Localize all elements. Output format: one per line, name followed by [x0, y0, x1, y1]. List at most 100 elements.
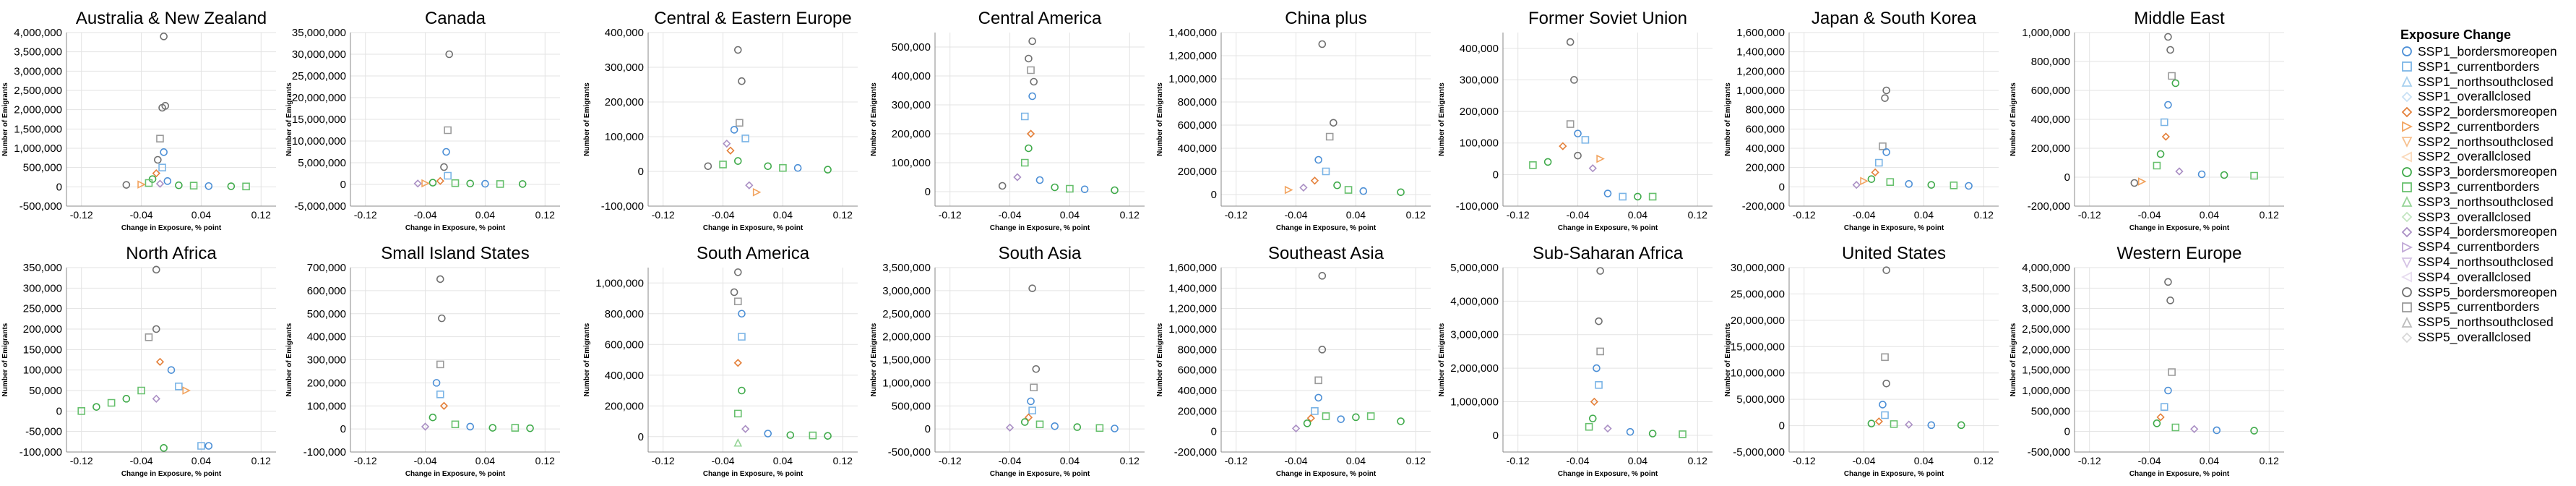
legend-label: SSP4_currentborders: [2418, 239, 2539, 255]
scatter-point: [1368, 413, 1374, 419]
scatter-point: [999, 183, 1006, 189]
legend-marker-icon: [2400, 181, 2413, 194]
scatter-point: [1030, 79, 1037, 85]
x-tick-label: -0.04: [1567, 209, 1590, 221]
panel: -200,000 0 200,000 400,000 600,000 800,000 1,0…: [2009, 9, 2284, 232]
scatter-point: [437, 178, 444, 184]
y-tick-label: 0: [1779, 181, 1785, 193]
legend-marker-icon: [2400, 60, 2413, 73]
scatter-point: [1950, 182, 1957, 189]
y-tick-label: -200,000: [2028, 200, 2070, 213]
scatter-point: [444, 127, 451, 134]
scatter-point: [727, 148, 733, 154]
legend-item: SSP3_northsouthclosed: [2400, 195, 2574, 210]
scatter-point: [787, 432, 793, 438]
y-tick-label: 0: [1211, 426, 1217, 438]
x-tick-label: 0.04: [2200, 209, 2219, 221]
scatter-point: [2213, 427, 2220, 433]
scatter-point: [824, 166, 831, 173]
x-tick-label: -0.12: [354, 209, 377, 221]
legend-label: SSP2_overallclosed: [2418, 149, 2531, 164]
x-tick-label: -0.12: [1507, 209, 1530, 221]
scatter-point: [742, 135, 749, 142]
legend-marker-icon: [2400, 75, 2413, 88]
y-tick-label: 200,000: [1178, 405, 1217, 417]
y-tick-label: 2,500,000: [14, 85, 62, 97]
y-tick-label: -5,000,000: [1733, 446, 1785, 459]
panel: 01,000,0002,000,0003,000,0004,000,0005,0…: [1438, 244, 1713, 478]
legend-item: SSP4_northsouthclosed: [2400, 255, 2574, 270]
scatter-point: [1028, 398, 1034, 404]
x-tick-label: -0.12: [1225, 455, 1248, 466]
panel-title: Former Soviet Union: [1528, 9, 1687, 28]
scatter-point: [191, 182, 197, 189]
x-tick-label: 0.04: [1628, 455, 1647, 466]
y-tick-label: 400,000: [2031, 114, 2070, 126]
scatter-point: [2251, 427, 2257, 434]
panel: -100,000 0 100,000 200,000 300,000 400,000 -0.…: [1438, 9, 1713, 232]
scatter-point: [735, 410, 741, 417]
scatter-point: [1111, 425, 1118, 432]
scatter-point: [1300, 184, 1306, 191]
y-axis-title: Number of Emigrants: [1724, 82, 1732, 156]
x-tick-label: 0.04: [1346, 209, 1366, 221]
y-tick-label: 1,600,000: [1168, 262, 1217, 274]
legend-item: SSP5_northsouthclosed: [2400, 315, 2574, 330]
x-tick-label: 0.12: [833, 209, 853, 221]
scatter-point: [1928, 422, 1934, 428]
y-tick-label: 2,000,000: [1450, 362, 1499, 375]
y-tick-label: 1,500,000: [2022, 364, 2070, 377]
x-axis-title: Change in Exposure, % point: [1558, 470, 1658, 478]
y-tick-label: 1,000,000: [882, 377, 931, 389]
y-tick-label: 1,000,000: [2022, 27, 2070, 39]
legend-marker-icon: [2400, 301, 2413, 314]
y-tick-label: -200,000: [1174, 446, 1217, 459]
scatter-point: [735, 47, 741, 54]
x-axis-title: Change in Exposure, % point: [1276, 224, 1377, 232]
y-tick-label: 1,200,000: [1168, 303, 1217, 315]
y-tick-label: 5,000,000: [1450, 262, 1499, 274]
legend-item: SSP5_bordersmoreopen: [2400, 285, 2574, 300]
y-tick-label: 0: [925, 423, 931, 435]
x-axis-title: Change in Exposure, % point: [1276, 470, 1377, 478]
y-tick-label: 10,000,000: [292, 135, 346, 148]
x-tick-label: -0.04: [130, 209, 153, 221]
y-tick-label: 4,000,000: [14, 27, 62, 39]
y-tick-label: 400,000: [307, 331, 346, 344]
scatter-point: [1315, 377, 1322, 383]
scatter-point: [2167, 47, 2174, 54]
legend-item: SSP3_overallclosed: [2400, 210, 2574, 225]
scatter-point: [108, 400, 115, 406]
x-tick-label: -0.12: [939, 209, 962, 221]
scatter-point: [1567, 121, 1574, 127]
y-tick-label: 200,000: [307, 377, 346, 389]
scatter-point: [735, 298, 741, 304]
scatter-point: [1590, 165, 1596, 171]
legend-label: SSP4_bordersmoreopen: [2418, 224, 2557, 239]
scatter-point: [731, 127, 738, 133]
scatter-point: [467, 180, 473, 187]
y-axis-title: Number of Emigrants: [1, 323, 9, 396]
scatter-point: [1315, 157, 1322, 163]
x-axis-title: Change in Exposure, % point: [1844, 224, 1944, 232]
scatter-point: [1029, 93, 1035, 100]
y-tick-label: 700,000: [307, 262, 346, 274]
scatter-point: [1582, 137, 1588, 143]
y-tick-label: 1,200,000: [1736, 65, 1785, 77]
y-tick-label: 30,000,000: [1731, 262, 1785, 274]
x-tick-label: -0.04: [1853, 209, 1876, 221]
scatter-point: [1597, 348, 1603, 354]
y-tick-label: 1,000,000: [2022, 385, 2070, 397]
scatter-point: [2165, 278, 2171, 285]
y-tick-label: 50,000: [29, 385, 62, 397]
scatter-point: [1304, 420, 1311, 427]
y-tick-label: -50,000: [25, 426, 62, 438]
y-tick-label: 400,000: [605, 370, 644, 382]
scatter-point: [2161, 119, 2168, 126]
legend-marker-icon: [2400, 316, 2413, 329]
legend-label: SSP3_northsouthclosed: [2418, 195, 2554, 210]
y-tick-label: 800,000: [1178, 96, 1217, 108]
panel-title: South Asia: [999, 244, 1082, 263]
y-tick-label: 150,000: [23, 344, 62, 356]
panel-title: Southeast Asia: [1268, 244, 1384, 263]
